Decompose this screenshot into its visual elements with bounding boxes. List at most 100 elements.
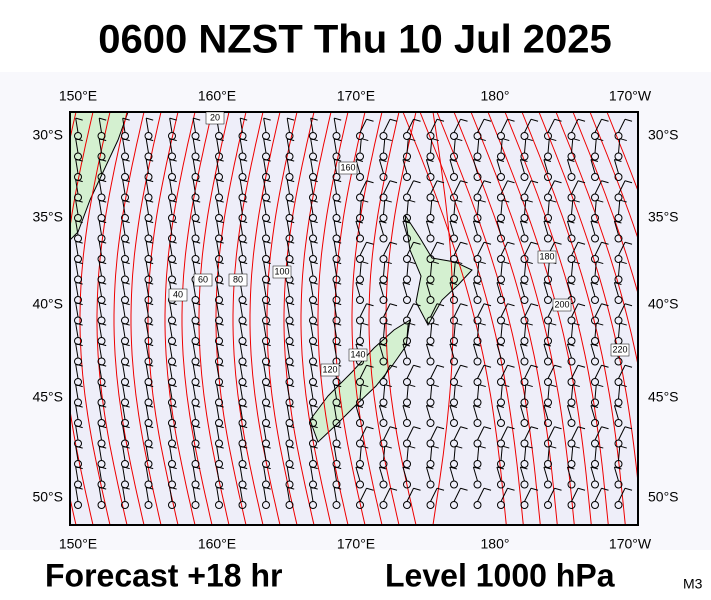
barb-staff xyxy=(169,261,173,277)
barb-staff xyxy=(263,384,267,400)
barb-flag xyxy=(169,220,177,224)
barb-flag xyxy=(449,281,458,285)
barb-flag xyxy=(601,487,609,491)
barb-flag xyxy=(334,425,342,429)
barb-staff xyxy=(192,323,196,338)
barb-flag xyxy=(601,118,609,122)
barb-staff xyxy=(453,323,456,338)
barb-staff xyxy=(524,365,532,379)
barb-flag xyxy=(169,117,177,121)
barb-flag xyxy=(216,199,224,203)
barb-flag xyxy=(483,118,492,122)
barb-staff xyxy=(500,365,508,379)
barb-staff xyxy=(263,405,267,420)
barb-staff xyxy=(122,159,126,174)
barb-staff xyxy=(519,466,525,482)
barb-staff xyxy=(216,179,220,195)
barb-staff xyxy=(145,466,149,482)
barb-flag xyxy=(436,303,445,307)
barb-staff xyxy=(359,384,362,400)
barb-staff xyxy=(378,343,384,359)
barb-staff xyxy=(75,446,79,461)
barb-staff xyxy=(169,220,173,236)
barb-flag xyxy=(619,322,627,326)
barb-staff xyxy=(263,200,267,215)
barb-flag xyxy=(567,220,575,224)
barb-staff xyxy=(286,343,290,359)
barb-staff xyxy=(524,242,532,256)
barb-staff xyxy=(145,220,149,236)
barb-staff xyxy=(524,323,527,338)
barb-flag xyxy=(413,364,421,368)
barb-staff xyxy=(359,446,362,461)
barb-flag xyxy=(287,220,295,224)
barb-flag xyxy=(263,466,271,470)
barb-flag xyxy=(402,281,411,285)
barb-staff xyxy=(239,487,243,502)
model-label: M3 xyxy=(683,576,703,592)
barb-staff xyxy=(169,118,173,133)
barb-staff xyxy=(402,220,408,236)
barb-staff xyxy=(566,220,572,236)
barb-flag xyxy=(554,241,562,245)
barb-staff xyxy=(425,282,431,297)
barb-flag xyxy=(426,466,434,470)
barb-staff xyxy=(310,343,314,359)
barb-staff xyxy=(547,200,550,215)
barb-flag xyxy=(75,281,83,285)
barb-flag xyxy=(431,322,439,326)
barb-staff xyxy=(472,405,478,420)
barb-flag xyxy=(525,322,533,326)
barb-flag xyxy=(572,138,580,142)
barb-flag xyxy=(75,404,83,408)
barb-flag xyxy=(75,240,83,244)
barb-flag xyxy=(543,158,552,162)
barb-flag xyxy=(122,240,130,244)
barb-flag xyxy=(619,199,627,203)
barb-staff xyxy=(500,446,503,461)
barb-flag xyxy=(449,220,458,224)
barb-flag xyxy=(355,281,364,285)
contour-line xyxy=(453,112,558,525)
barb-flag xyxy=(366,487,374,491)
barb-staff xyxy=(496,282,502,297)
barb-flag xyxy=(122,302,130,306)
barb-staff xyxy=(216,220,220,236)
barb-flag xyxy=(408,199,416,203)
barb-staff xyxy=(192,364,196,379)
barb-staff xyxy=(453,261,456,277)
barb-flag xyxy=(169,486,177,490)
contour-line xyxy=(419,112,524,525)
barb-staff xyxy=(618,261,621,277)
barb-staff xyxy=(590,466,596,482)
barb-flag xyxy=(455,138,463,142)
barb-flag xyxy=(361,384,369,388)
barb-flag xyxy=(436,364,445,368)
barb-staff xyxy=(75,323,79,338)
barb-flag xyxy=(310,220,318,224)
barb-staff xyxy=(383,446,386,461)
barb-flag xyxy=(193,199,201,203)
barb-staff xyxy=(524,426,532,441)
lon-label-bottom: 170°E xyxy=(337,536,375,552)
barb-staff xyxy=(402,405,408,420)
barb-flag xyxy=(75,322,83,326)
barb-staff xyxy=(618,446,621,461)
barb-staff xyxy=(594,303,602,318)
barb-staff xyxy=(547,426,555,441)
barb-staff xyxy=(122,323,126,338)
barb-staff xyxy=(263,159,267,174)
barb-staff xyxy=(618,426,626,441)
barb-staff xyxy=(75,220,79,236)
barb-flag xyxy=(310,486,318,490)
barb-staff xyxy=(472,282,478,297)
barb-flag xyxy=(361,322,369,326)
barb-flag xyxy=(449,343,458,347)
barb-flag xyxy=(122,261,130,265)
barb-flag xyxy=(216,302,224,306)
barb-staff xyxy=(216,487,220,502)
barb-staff xyxy=(571,119,579,133)
barb-flag xyxy=(413,180,421,184)
barb-staff xyxy=(383,365,391,379)
barb-staff xyxy=(310,405,314,420)
